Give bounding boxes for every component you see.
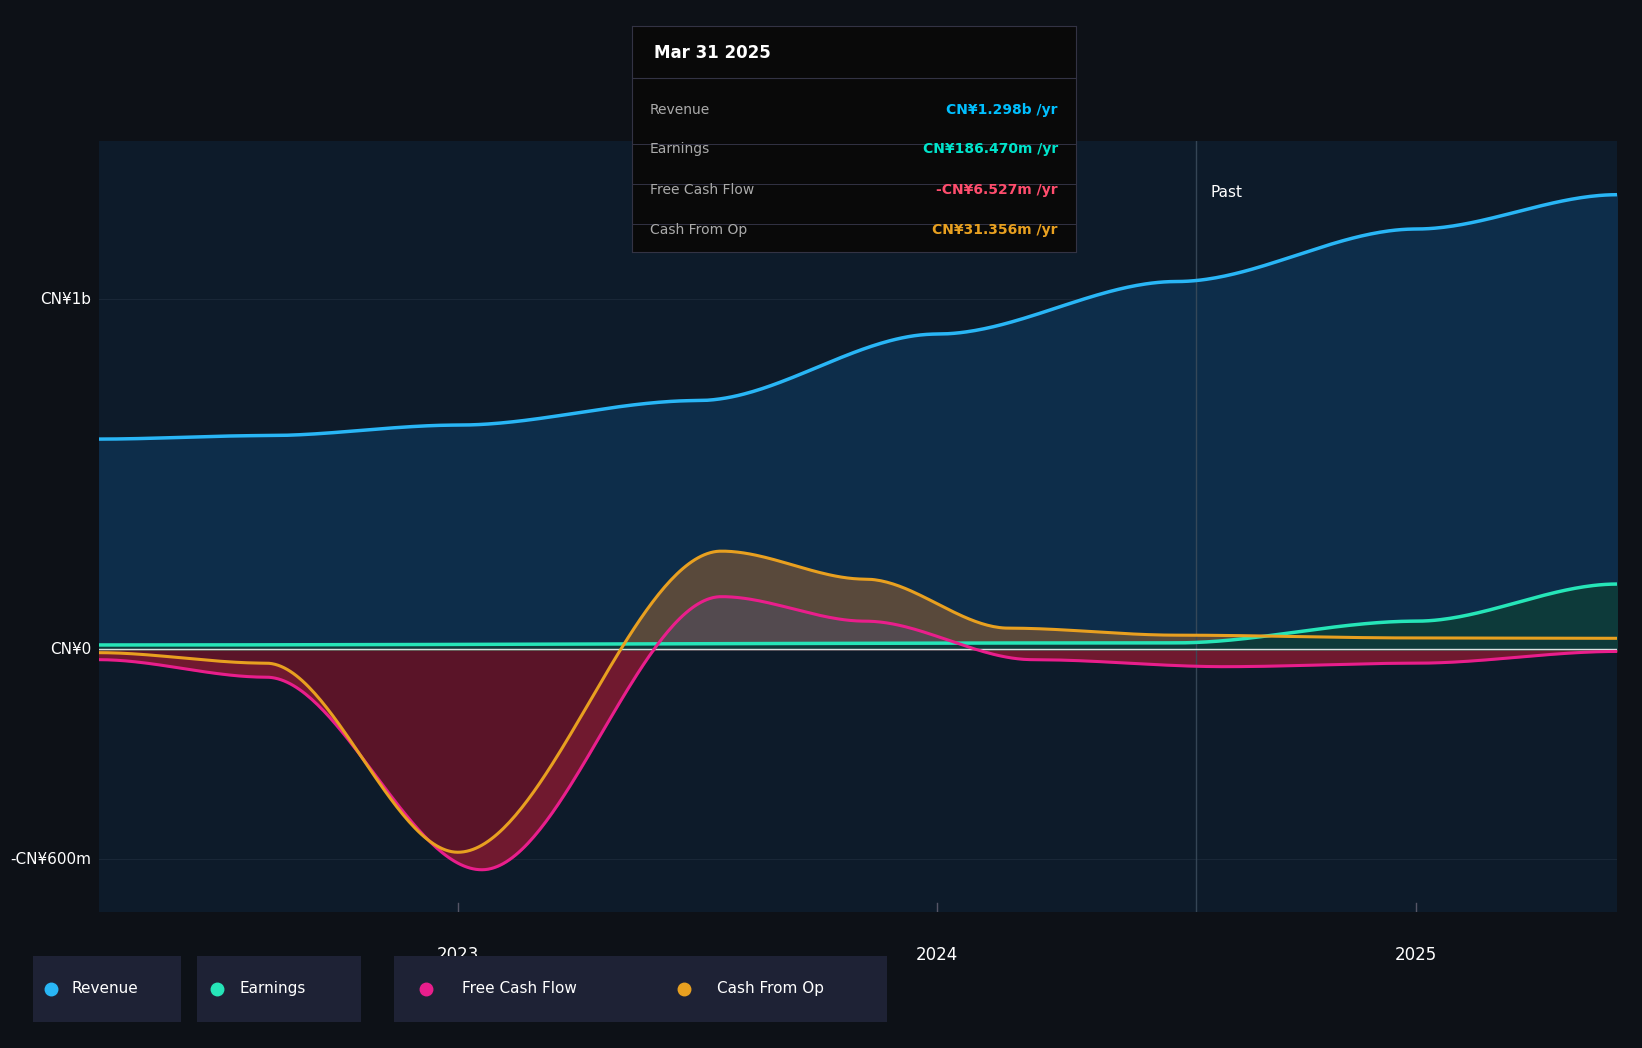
Text: CN¥1.298b /yr: CN¥1.298b /yr [946,103,1057,116]
Text: Cash From Op: Cash From Op [716,981,824,997]
Text: Free Cash Flow: Free Cash Flow [650,182,754,197]
Text: CN¥1b: CN¥1b [39,291,90,306]
Text: 2024: 2024 [916,946,959,964]
Text: CN¥186.470m /yr: CN¥186.470m /yr [923,141,1057,156]
Text: Mar 31 2025: Mar 31 2025 [654,44,772,62]
Text: CN¥0: CN¥0 [49,641,90,657]
Text: CN¥31.356m /yr: CN¥31.356m /yr [933,223,1057,237]
Text: Cash From Op: Cash From Op [650,223,747,237]
Text: -CN¥600m: -CN¥600m [10,852,90,867]
Text: Free Cash Flow: Free Cash Flow [463,981,578,997]
Text: Past: Past [1210,185,1241,200]
Text: 2023: 2023 [437,946,479,964]
Text: -CN¥6.527m /yr: -CN¥6.527m /yr [936,182,1057,197]
Text: Earnings: Earnings [650,141,709,156]
Text: Earnings: Earnings [240,981,305,997]
Text: 2025: 2025 [1396,946,1437,964]
Text: Revenue: Revenue [650,103,709,116]
Text: Revenue: Revenue [71,981,138,997]
